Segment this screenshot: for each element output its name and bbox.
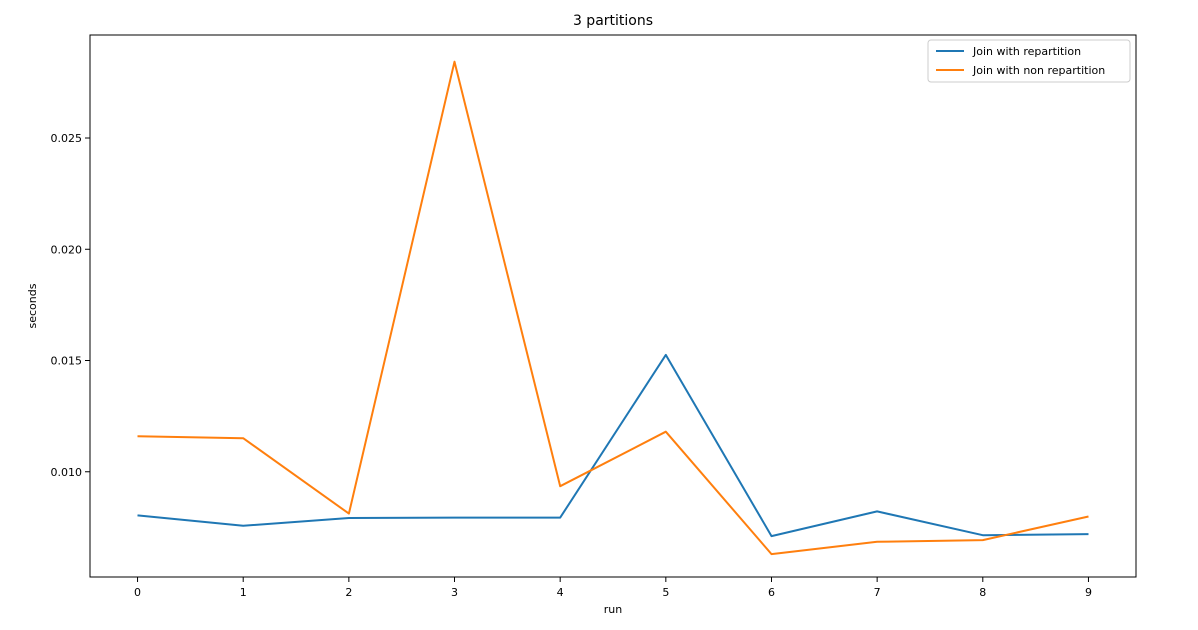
x-axis: 0 1 2 3 4 5 6 7 8 9 <box>134 577 1092 599</box>
legend-box <box>927 39 1131 83</box>
plot-area <box>89 34 1137 578</box>
series-group <box>137 60 1089 556</box>
series-line-1 <box>137 353 1089 538</box>
series-line-2 <box>137 60 1089 556</box>
x-tick-label: 4 <box>557 586 564 599</box>
x-tick-label: 9 <box>1085 586 1092 599</box>
y-axis-label: seconds <box>26 283 39 328</box>
y-tick-label: 0.025 <box>51 132 83 145</box>
y-tick-label: 0.010 <box>51 466 83 479</box>
plot-frame <box>89 34 1137 578</box>
x-tick-label: 5 <box>662 586 669 599</box>
x-tick-label: 7 <box>874 586 881 599</box>
legend-label-1: Join with repartition <box>972 45 1081 58</box>
y-tick-label: 0.020 <box>51 243 83 256</box>
y-axis: 0.010 0.015 0.020 0.025 <box>51 132 90 479</box>
x-tick-label: 8 <box>979 586 986 599</box>
x-tick-label: 0 <box>134 586 141 599</box>
x-tick-label: 2 <box>345 586 352 599</box>
x-tick-label: 1 <box>240 586 247 599</box>
x-tick-label: 6 <box>768 586 775 599</box>
x-tick-label: 3 <box>451 586 458 599</box>
chart-title: 3 partitions <box>573 13 653 29</box>
legend-label-2: Join with non repartition <box>972 64 1105 77</box>
x-axis-label: run <box>604 603 622 616</box>
y-tick-label: 0.015 <box>51 355 83 368</box>
legend: Join with repartition Join with non repar… <box>927 39 1131 83</box>
